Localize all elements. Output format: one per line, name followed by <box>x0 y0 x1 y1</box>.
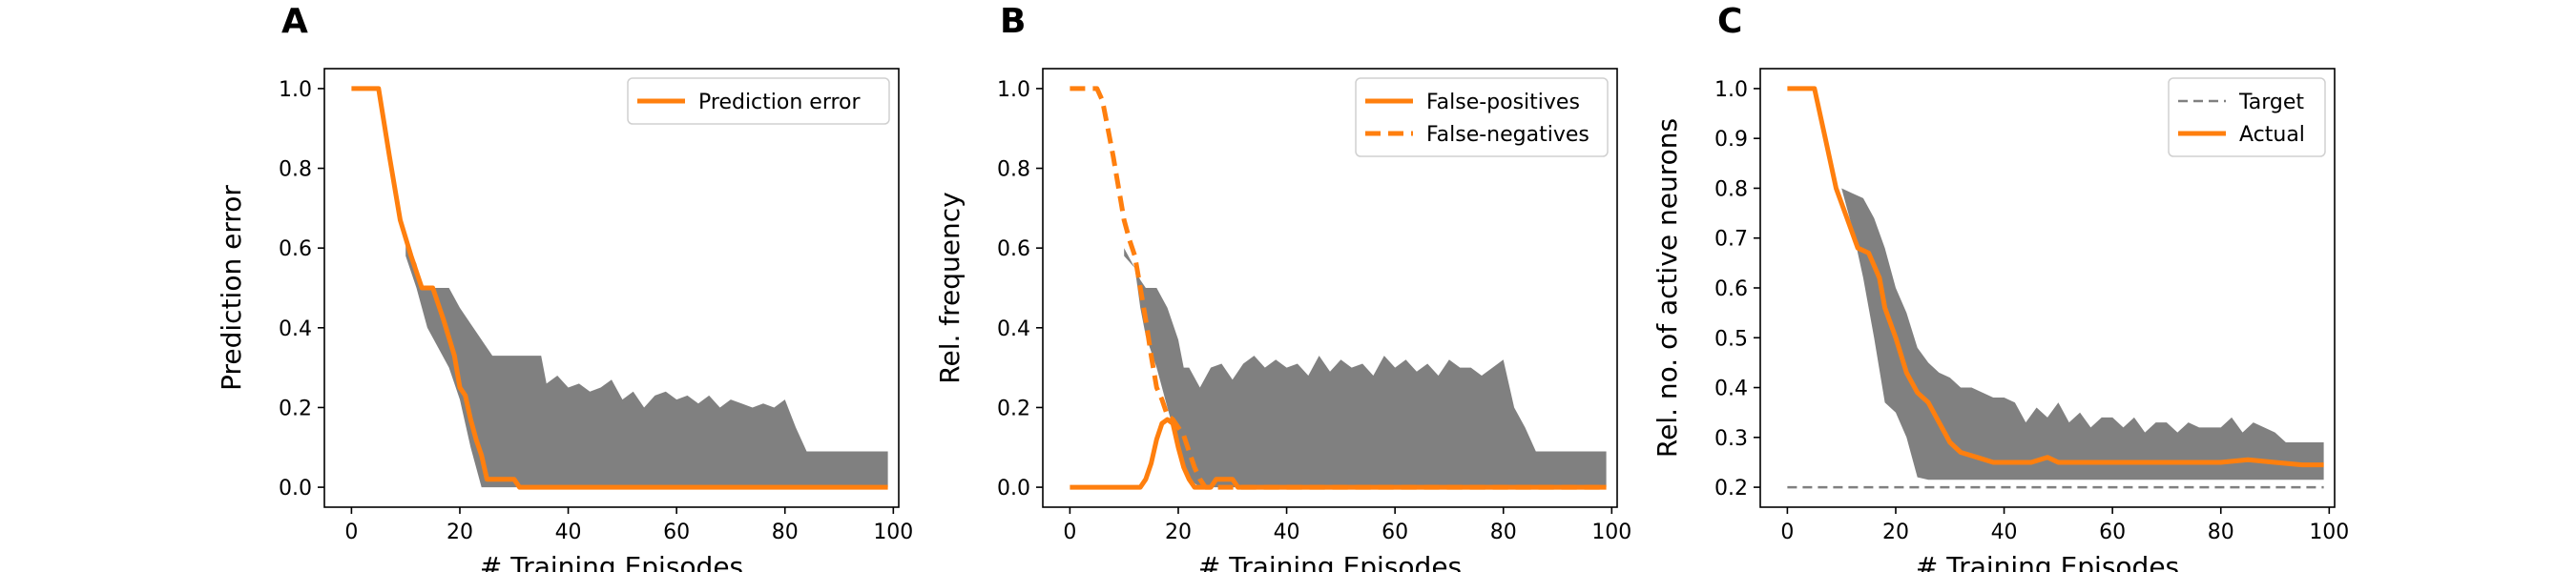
legend-label: Target <box>2238 91 2304 114</box>
panel-c: 0 20 40 60 80 100 0.2 0.3 0.4 0.5 0.6 0.7 0.8 0.9 1.0 #… <box>1652 2 2349 572</box>
x-tick-label: 20 <box>1882 521 1909 544</box>
y-axis-label: Prediction error <box>216 185 247 391</box>
x-tick-label: 20 <box>1165 521 1192 544</box>
y-tick-label: 0.2 <box>279 397 312 420</box>
y-tick-label: 0.0 <box>997 477 1030 500</box>
x-tick-label: 80 <box>1490 521 1517 544</box>
y-tick-label: 0.3 <box>1714 427 1748 451</box>
x-tick-label: 60 <box>663 521 690 544</box>
y-tick-label: 0.6 <box>997 237 1030 261</box>
panel-a: 0 20 40 60 80 100 0.0 0.2 0.4 0.6 0.8 1.0 # Training… <box>216 2 913 572</box>
legend-label: False-positives <box>1426 91 1580 114</box>
y-axis-label: Rel. frequency <box>934 192 966 383</box>
legend: Target Actual <box>2168 77 2326 157</box>
legend: False-positives False-negatives <box>1355 77 1609 157</box>
x-tick-label: 100 <box>2309 521 2349 544</box>
panel-letter: B <box>1000 2 1026 41</box>
series-line <box>351 86 888 490</box>
variability-band <box>1124 248 1607 488</box>
x-tick-label: 0 <box>344 521 358 544</box>
y-tick-label: 0.4 <box>279 317 312 341</box>
y-axis-label: Rel. no. of active neurons <box>1652 118 1683 458</box>
y-tick-label: 1.0 <box>279 78 312 102</box>
panel-b: 0 20 40 60 80 100 0.0 0.2 0.4 0.6 0.8 1.0 # Training… <box>934 2 1631 572</box>
x-tick-label: 100 <box>1591 521 1631 544</box>
x-tick-label: 40 <box>1991 521 2018 544</box>
x-tick-label: 100 <box>873 521 913 544</box>
x-axis-label: # Training Episodes <box>1916 551 2179 572</box>
x-tick-label: 40 <box>555 521 582 544</box>
variability-band <box>1841 188 2324 480</box>
x-tick-label: 80 <box>772 521 799 544</box>
series-line <box>1070 417 1607 490</box>
variability-band <box>405 239 888 488</box>
legend-box <box>1355 77 1609 157</box>
x-axis-label: # Training Episodes <box>1198 551 1462 572</box>
y-tick-label: 0.0 <box>279 477 312 500</box>
x-tick-label: 0 <box>1063 521 1076 544</box>
legend: Prediction error <box>627 77 890 125</box>
y-tick-label: 0.2 <box>1714 477 1748 500</box>
y-tick-label: 0.8 <box>997 158 1030 182</box>
y-tick-label: 0.8 <box>279 158 312 182</box>
y-tick-label: 1.0 <box>997 78 1030 102</box>
panel-letter: A <box>281 2 308 41</box>
legend-box <box>2168 77 2326 157</box>
series-line <box>1070 86 1607 490</box>
plot-frame <box>1042 68 1618 508</box>
y-tick-label: 0.5 <box>1714 327 1748 351</box>
y-tick-label: 0.4 <box>1714 378 1748 401</box>
legend-label: False-negatives <box>1426 123 1589 147</box>
x-axis-label: # Training Episodes <box>480 551 743 572</box>
y-tick-label: 1.0 <box>1714 78 1748 102</box>
plot-frame <box>323 68 900 508</box>
x-tick-label: 60 <box>1381 521 1408 544</box>
y-tick-label: 0.4 <box>997 317 1030 341</box>
x-tick-label: 20 <box>447 521 473 544</box>
y-tick-label: 0.8 <box>1714 177 1748 201</box>
legend-label: Actual <box>2239 123 2305 147</box>
legend-label: Prediction error <box>698 91 861 114</box>
y-tick-label: 0.6 <box>1714 277 1748 301</box>
legend-box <box>627 77 890 125</box>
y-tick-label: 0.9 <box>1714 128 1748 152</box>
y-tick-label: 0.2 <box>997 397 1030 420</box>
series-line <box>1787 86 2324 468</box>
x-tick-label: 0 <box>1780 521 1794 544</box>
x-tick-label: 80 <box>2208 521 2234 544</box>
x-tick-label: 40 <box>1274 521 1300 544</box>
y-tick-label: 0.7 <box>1714 228 1748 252</box>
x-tick-label: 60 <box>2099 521 2126 544</box>
panel-letter: C <box>1717 2 1742 41</box>
y-tick-label: 0.6 <box>279 237 312 261</box>
